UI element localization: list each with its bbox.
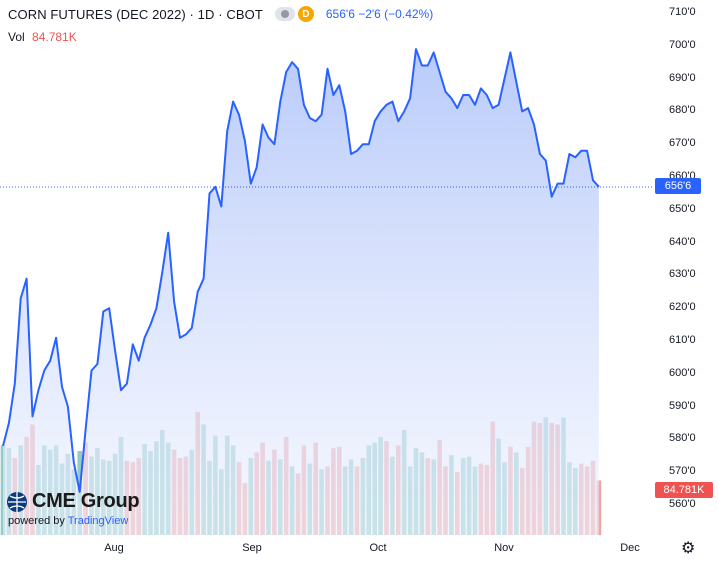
gear-icon[interactable]: ⚙ — [681, 540, 696, 557]
y-tick-label: 560'0 — [669, 498, 696, 510]
volume-value: 84.781K — [32, 30, 77, 44]
powered-by-text: powered by — [8, 515, 65, 527]
chart-title: CORN FUTURES (DEC 2022) · 1D · CBOT — [8, 6, 263, 22]
x-tick-label: Dec — [620, 542, 640, 554]
y-tick-label: 570'0 — [669, 465, 696, 478]
y-tick-label: 580'0 — [669, 432, 696, 445]
legend-controls[interactable]: D — [274, 6, 314, 22]
y-tick-label: 670'0 — [669, 137, 696, 150]
tradingview-text: TradingView — [67, 515, 129, 527]
price-area — [3, 49, 599, 535]
x-tick-label: Aug — [104, 542, 124, 554]
y-tick-label: 610'0 — [669, 334, 696, 346]
cme-brand-text: CME Group — [32, 490, 140, 512]
cme-globe-icon — [7, 491, 27, 512]
y-tick-label: 590'0 — [669, 399, 696, 412]
y-tick-label: 600'0 — [669, 366, 696, 379]
volume-legend: Vol 84.781K — [8, 30, 77, 44]
chart-legend: CORN FUTURES (DEC 2022) · 1D · CBOT D 65… — [8, 4, 433, 24]
last-price-tag: 656'6 — [655, 178, 701, 194]
y-tick-label: 630'0 — [669, 268, 696, 281]
y-tick-label: 620'0 — [669, 301, 696, 314]
volume-label: Vol — [8, 30, 25, 44]
x-tick-label: Oct — [369, 542, 387, 554]
x-tick-label: Nov — [494, 542, 514, 554]
y-tick-label: 680'0 — [669, 104, 696, 117]
eye-icon[interactable] — [274, 7, 295, 21]
y-tick-label: 650'0 — [669, 202, 696, 215]
x-tick-label: Sep — [242, 542, 262, 554]
y-tick-label: 640'0 — [669, 235, 696, 248]
price-line — [2, 48, 600, 493]
last-volume-tag: 84.781K — [655, 482, 713, 498]
y-tick-label: 700'0 — [669, 38, 696, 51]
y-tick-label: 710'0 — [669, 6, 696, 18]
delayed-badge: D — [297, 6, 314, 22]
price-quote: 656'6 −2'6 (−0.42%) — [325, 7, 434, 21]
cme-tradingview-logo[interactable]: CME Group powered by TradingView — [6, 490, 140, 527]
y-tick-label: 690'0 — [669, 71, 696, 84]
